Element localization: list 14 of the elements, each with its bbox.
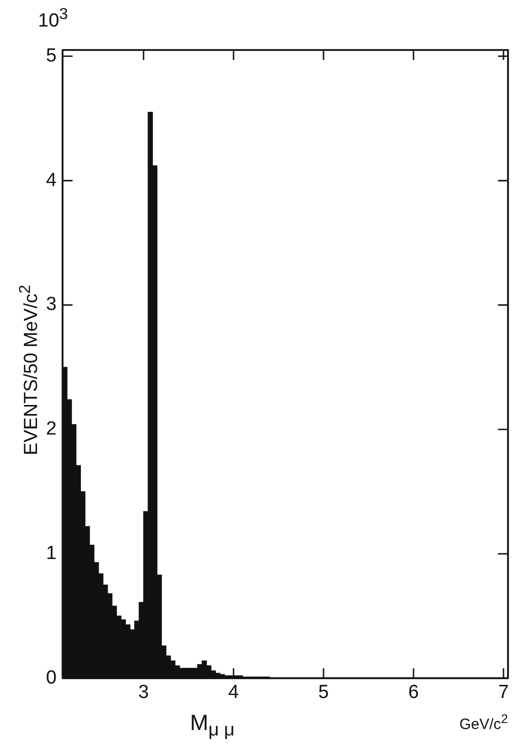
y-tick-label: 0 (46, 667, 57, 688)
x-tick-label: 4 (228, 682, 240, 703)
x-tick-label: 6 (408, 682, 419, 703)
text: 10$^{3}$ (38, 6, 68, 32)
y-tick-label: 5 (46, 45, 57, 66)
x-axis-title: M$_{μ μ}$ (190, 710, 235, 740)
y-tick-label: 3 (46, 294, 57, 316)
x-tick-label: 7 (498, 682, 509, 703)
y-tick-label: 1 (46, 543, 57, 564)
x-tick-label: 3 (138, 682, 149, 703)
x-tick-label: 5 (318, 682, 329, 703)
text: GeV/c$^{2}$ (459, 712, 508, 733)
y-tick-label: 4 (46, 170, 57, 191)
y-tick-label: 2 (46, 418, 57, 440)
